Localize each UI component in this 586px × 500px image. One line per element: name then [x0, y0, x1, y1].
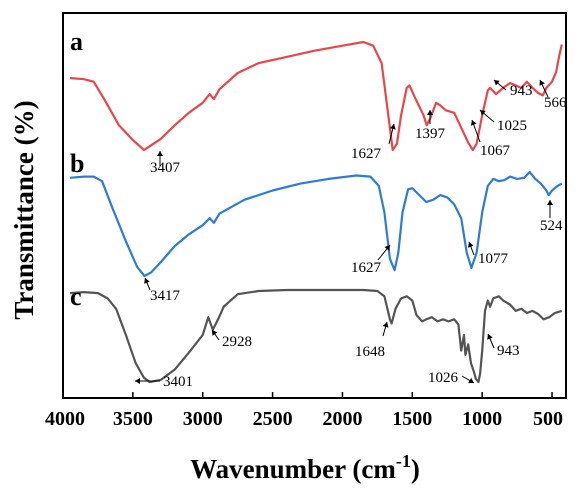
- annotation-arrowhead: [468, 377, 474, 384]
- annotation-arrowhead: [494, 80, 500, 86]
- x-tick-label: 3000: [183, 408, 223, 430]
- annotation-a-1067: 1067: [470, 119, 511, 159]
- annotation-c-943: 943: [487, 333, 520, 359]
- annotation-arrowhead: [480, 110, 486, 116]
- annotation-b-524: 524: [540, 200, 563, 234]
- x-tick-label: 1500: [392, 408, 432, 430]
- annotation-label: 1627: [351, 260, 382, 276]
- annotation-c-1648: 1648: [355, 321, 389, 360]
- series-b-line: [69, 170, 563, 278]
- y-axis-title: Transmittance (%): [9, 100, 39, 319]
- annotation-label: 1025: [497, 118, 527, 134]
- annotation-arrowhead: [144, 278, 150, 284]
- annotation-label: 1026: [428, 370, 459, 386]
- annotation-label: 1627: [351, 146, 382, 162]
- annotation-b-1627: 1627: [351, 244, 391, 276]
- annotation-arrowhead: [382, 322, 389, 328]
- annotation-a-3407: 3407: [150, 151, 181, 176]
- annotation-arrowhead: [135, 378, 140, 384]
- series-c-line: [69, 288, 563, 384]
- annotation-arrowhead: [539, 80, 545, 86]
- annotation-arrowhead: [427, 110, 433, 115]
- annotation-arrowhead: [212, 330, 218, 336]
- annotation-label: 1648: [355, 344, 385, 360]
- annotation-c-3401: 3401: [135, 374, 193, 390]
- plot-area: a b c 3407 1627 1397 1067 1025 943 566 3417 1627 107…: [69, 27, 567, 390]
- x-tick-label: 1000: [462, 408, 502, 430]
- annotation-label: 2928: [222, 334, 252, 350]
- annotation-label: 524: [540, 218, 563, 234]
- annotation-label: 3407: [150, 160, 181, 176]
- plot-frame: [62, 12, 567, 399]
- series-c-label: c: [70, 282, 82, 311]
- x-axis-title-tail: ): [411, 454, 420, 484]
- annotation-c-2928: 2928: [211, 329, 252, 350]
- annotation-a-566: 566: [539, 79, 567, 111]
- annotation-a-1397: 1397: [415, 110, 446, 142]
- annotation-label: 943: [497, 343, 520, 359]
- annotation-b-3417: 3417: [144, 277, 181, 304]
- annotation-label: 943: [510, 83, 533, 99]
- x-tick-label: 500: [533, 408, 563, 430]
- x-tick-label: 2500: [253, 408, 293, 430]
- annotation-label: 1067: [480, 143, 511, 159]
- series-a-label: a: [70, 27, 83, 56]
- annotation-arrowhead: [467, 242, 474, 248]
- x-tick-label: 2000: [322, 408, 362, 430]
- annotation-arrowhead: [384, 245, 390, 251]
- annotation-arrowhead: [389, 124, 396, 130]
- annotation-c-1026: 1026: [428, 370, 475, 386]
- x-tick-label: 3500: [113, 408, 153, 430]
- annotation-arrowhead: [547, 200, 553, 205]
- annotation-label: 3417: [150, 288, 181, 304]
- annotation-label: 566: [544, 95, 567, 111]
- annotation-b-1077: 1077: [467, 241, 509, 267]
- x-axis-ticks: 4000 3500 3000 2500 2000 1500 1000 500: [45, 392, 563, 430]
- annotation-a-1627: 1627: [351, 123, 396, 162]
- annotation-label: 1077: [478, 251, 509, 267]
- annotation-arrowhead: [470, 120, 477, 126]
- annotation-a-1025: 1025: [479, 109, 527, 134]
- series-b-label: b: [70, 149, 84, 178]
- x-axis-title: Wavenumber (cm-1): [190, 451, 420, 484]
- x-tick-label: 4000: [45, 408, 85, 430]
- x-axis-title-main: Wavenumber (cm: [190, 454, 396, 484]
- x-axis-title-sup: -1: [396, 451, 411, 471]
- annotation-arrowhead: [157, 151, 163, 156]
- annotation-label: 3401: [163, 374, 193, 390]
- annotation-a-943: 943: [493, 79, 533, 99]
- annotation-arrowhead: [487, 334, 493, 340]
- annotation-label: 1397: [415, 126, 446, 142]
- series-a-line: [69, 40, 563, 152]
